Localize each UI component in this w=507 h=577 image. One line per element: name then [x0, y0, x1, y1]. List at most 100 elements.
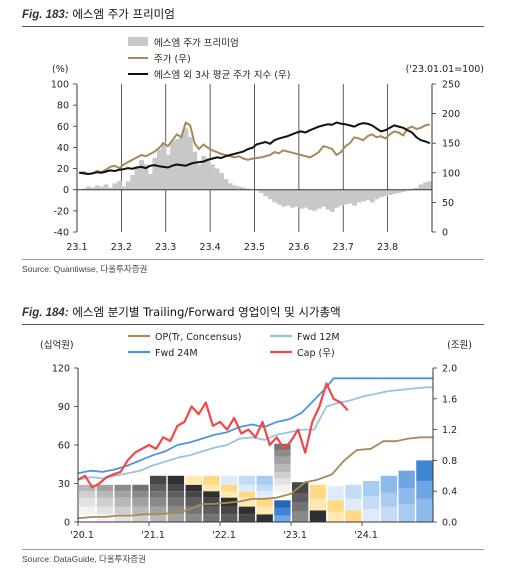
- stack-bar: [132, 514, 149, 522]
- premium-bar: [130, 174, 136, 190]
- premium-bar: [241, 187, 247, 190]
- premium-bar: [378, 189, 384, 198]
- right-tick-label: 250: [442, 80, 460, 91]
- premium-bar: [90, 187, 96, 190]
- x-tick-label: '24.1: [354, 530, 378, 541]
- premium-bar: [392, 189, 397, 194]
- stack-bar: [309, 484, 327, 499]
- premium-bar: [294, 189, 300, 207]
- premium-bar: [369, 189, 375, 203]
- stack-bar: [132, 497, 149, 507]
- stack-bar: [221, 484, 238, 492]
- premium-bar: [343, 189, 349, 205]
- stack-bar: [380, 506, 398, 522]
- stack-bar: [274, 464, 291, 472]
- stack-bar: [185, 497, 202, 507]
- right-tick-label: 50: [442, 198, 454, 209]
- left-tick-label: 0: [64, 518, 70, 529]
- stack-bar: [416, 460, 433, 481]
- premium-bar: [81, 188, 87, 190]
- premium-bar: [148, 173, 153, 190]
- fig1-top-rule: [22, 26, 484, 27]
- stack-bar: [167, 497, 185, 507]
- stack-bar: [221, 475, 238, 485]
- stack-bar: [79, 506, 96, 515]
- stack-bar: [256, 475, 273, 485]
- premium-bar: [303, 189, 309, 208]
- legend-label: Cap (우): [297, 348, 335, 359]
- stack-bar: [185, 491, 202, 498]
- premium-bar: [374, 189, 380, 200]
- stack-bar: [150, 506, 167, 515]
- premium-bar: [400, 189, 406, 192]
- x-tick-label: '21.1: [141, 530, 165, 541]
- stack-bar: [345, 510, 362, 522]
- stack-bar: [150, 514, 167, 522]
- stack-bar: [185, 514, 202, 522]
- stack-bar: [114, 491, 131, 498]
- x-tick-label: 23.8: [377, 242, 398, 253]
- premium-bar: [423, 182, 428, 190]
- legend-swatch-premium: [128, 37, 148, 46]
- x-tick-label: 23.2: [111, 242, 132, 253]
- stack-bar: [274, 484, 291, 493]
- left-unit: (십억원): [40, 339, 74, 351]
- stack-bar: [221, 491, 238, 498]
- premium-bar: [334, 189, 340, 208]
- premium-bar: [325, 189, 331, 210]
- stack-bar: [292, 493, 309, 503]
- left-tick-label: 0: [63, 185, 69, 196]
- stack-bar: [96, 491, 114, 498]
- stack-bar: [274, 507, 291, 516]
- premium-bar: [361, 189, 366, 202]
- right-tick-label: 2.0: [442, 364, 457, 375]
- right-tick-label: 0.8: [442, 456, 457, 467]
- premium-bar: [214, 168, 220, 190]
- stack-bar: [274, 515, 291, 522]
- stack-bar: [256, 484, 273, 492]
- premium-bar: [383, 189, 389, 197]
- fig1-title: Fig. 183: 에스엠 주가 프리미엄: [22, 6, 175, 22]
- right-tick-label: 0.4: [442, 487, 457, 498]
- stack-bar: [96, 506, 114, 515]
- stack-bar: [203, 484, 220, 492]
- left-unit: (%): [52, 64, 68, 75]
- right-unit: (조원): [447, 340, 472, 351]
- premium-bar: [165, 154, 171, 190]
- stack-bar: [238, 497, 256, 507]
- premium-bar: [285, 189, 291, 206]
- premium-bar: [365, 189, 371, 201]
- stack-bar: [150, 497, 167, 507]
- premium-bar: [414, 187, 420, 190]
- premium-bar: [396, 189, 402, 193]
- premium-bar: [254, 189, 260, 191]
- legend-label: 에스엠 외 3사 평균 주가 지수 (우): [154, 69, 290, 81]
- stack-bar: [79, 484, 96, 492]
- x-tick-label: 23.5: [244, 242, 265, 253]
- stack-bar: [416, 498, 433, 522]
- stack-bar: [167, 484, 185, 492]
- stack-bar: [203, 506, 220, 515]
- stack-bar: [185, 484, 202, 492]
- premium-bar: [352, 189, 357, 206]
- stack-bar: [256, 514, 273, 522]
- premium-bar: [272, 189, 278, 203]
- premium-bar: [338, 189, 344, 206]
- premium-bar: [227, 183, 233, 190]
- fig2-top-rule: [22, 324, 484, 325]
- stack-bar: [274, 456, 291, 465]
- stack-bar: [327, 500, 344, 512]
- stack-bar: [185, 506, 202, 515]
- left-tick-label: 120: [52, 364, 70, 375]
- stack-bar: [203, 497, 220, 507]
- stack-bar: [132, 491, 149, 498]
- fig1-label: Fig. 183:: [22, 9, 69, 21]
- stack-bar: [256, 506, 273, 515]
- stack-bar: [345, 484, 362, 499]
- stack-bar: [327, 486, 344, 501]
- stack-bar: [380, 492, 398, 507]
- right-tick-label: 0.0: [442, 518, 457, 529]
- premium-bar: [290, 189, 295, 208]
- stack-bar: [292, 502, 309, 512]
- fig1-bottom-rule: [22, 259, 484, 260]
